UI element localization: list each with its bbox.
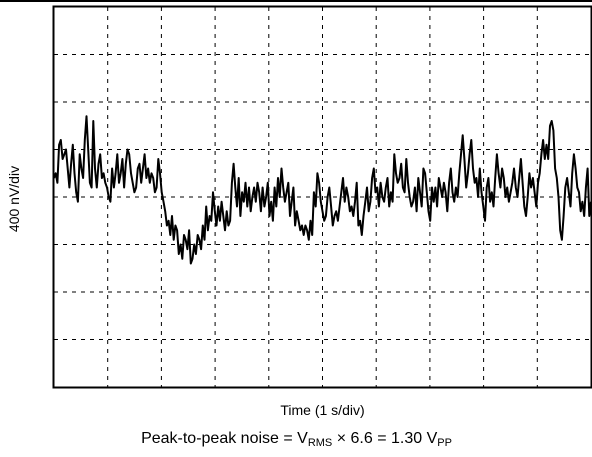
caption-prefix: Peak-to-peak noise = V bbox=[141, 430, 308, 447]
chart-grid bbox=[54, 7, 591, 387]
x-axis-label: Time (1 s/div) bbox=[280, 402, 365, 418]
caption-subscript-pp: PP bbox=[437, 437, 452, 449]
y-axis-label: 400 nV/div bbox=[6, 165, 22, 233]
noise-trace-line bbox=[53, 115, 592, 265]
noise-trace-group bbox=[53, 115, 592, 265]
caption-middle: × 6.6 = 1.30 V bbox=[332, 430, 438, 447]
caption-subscript-rms: RMS bbox=[307, 437, 333, 449]
noise-caption: Peak-to-peak noise = VRMS × 6.6 = 1.30 V… bbox=[53, 430, 540, 449]
top-rule bbox=[0, 0, 592, 2]
